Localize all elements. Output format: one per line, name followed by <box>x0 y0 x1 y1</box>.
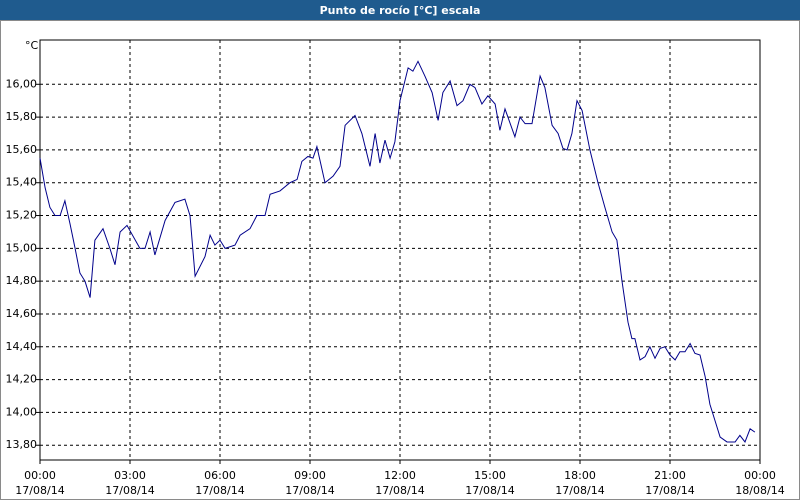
y-tick-label: 14,60 <box>6 307 38 320</box>
x-tick-label: 15:00 <box>474 469 506 482</box>
y-tick-label: 14,00 <box>6 405 38 418</box>
x-tick-date: 17/08/14 <box>105 484 154 497</box>
y-tick-label: 16,00 <box>6 77 38 90</box>
x-tick-label: 12:00 <box>384 469 416 482</box>
y-tick-label: 15,40 <box>6 176 38 189</box>
x-tick-label: 03:00 <box>114 469 146 482</box>
x-tick-label: 00:00 <box>24 469 56 482</box>
x-tick-label: 18:00 <box>564 469 596 482</box>
x-tick-label: 00:00 <box>744 469 776 482</box>
data-line <box>39 60 756 443</box>
title-bar <box>0 0 800 20</box>
y-tick-label: 14,20 <box>6 373 38 386</box>
y-tick-label: 13,80 <box>6 438 38 451</box>
x-tick-label: 09:00 <box>294 469 326 482</box>
x-tick-date: 18/08/14 <box>735 484 784 497</box>
x-tick-date: 17/08/14 <box>285 484 334 497</box>
x-tick-date: 17/08/14 <box>195 484 244 497</box>
y-tick-label: 14,80 <box>6 274 38 287</box>
y-tick-label: 15,00 <box>6 241 38 254</box>
chart-title: Punto de rocío [°C] escala <box>320 4 481 17</box>
x-tick-date: 17/08/14 <box>465 484 514 497</box>
y-axis-label: °C <box>25 39 39 52</box>
y-tick-label: 14,40 <box>6 340 38 353</box>
y-tick-label: 15,80 <box>6 110 38 123</box>
x-tick-date: 17/08/14 <box>375 484 424 497</box>
y-tick-label: 15,60 <box>6 143 38 156</box>
x-tick-date: 17/08/14 <box>15 484 64 497</box>
x-tick-label: 21:00 <box>654 469 686 482</box>
y-tick-label: 15,20 <box>6 209 38 222</box>
x-tick-label: 06:00 <box>204 469 236 482</box>
x-tick-date: 17/08/14 <box>645 484 694 497</box>
x-tick-date: 17/08/14 <box>555 484 604 497</box>
